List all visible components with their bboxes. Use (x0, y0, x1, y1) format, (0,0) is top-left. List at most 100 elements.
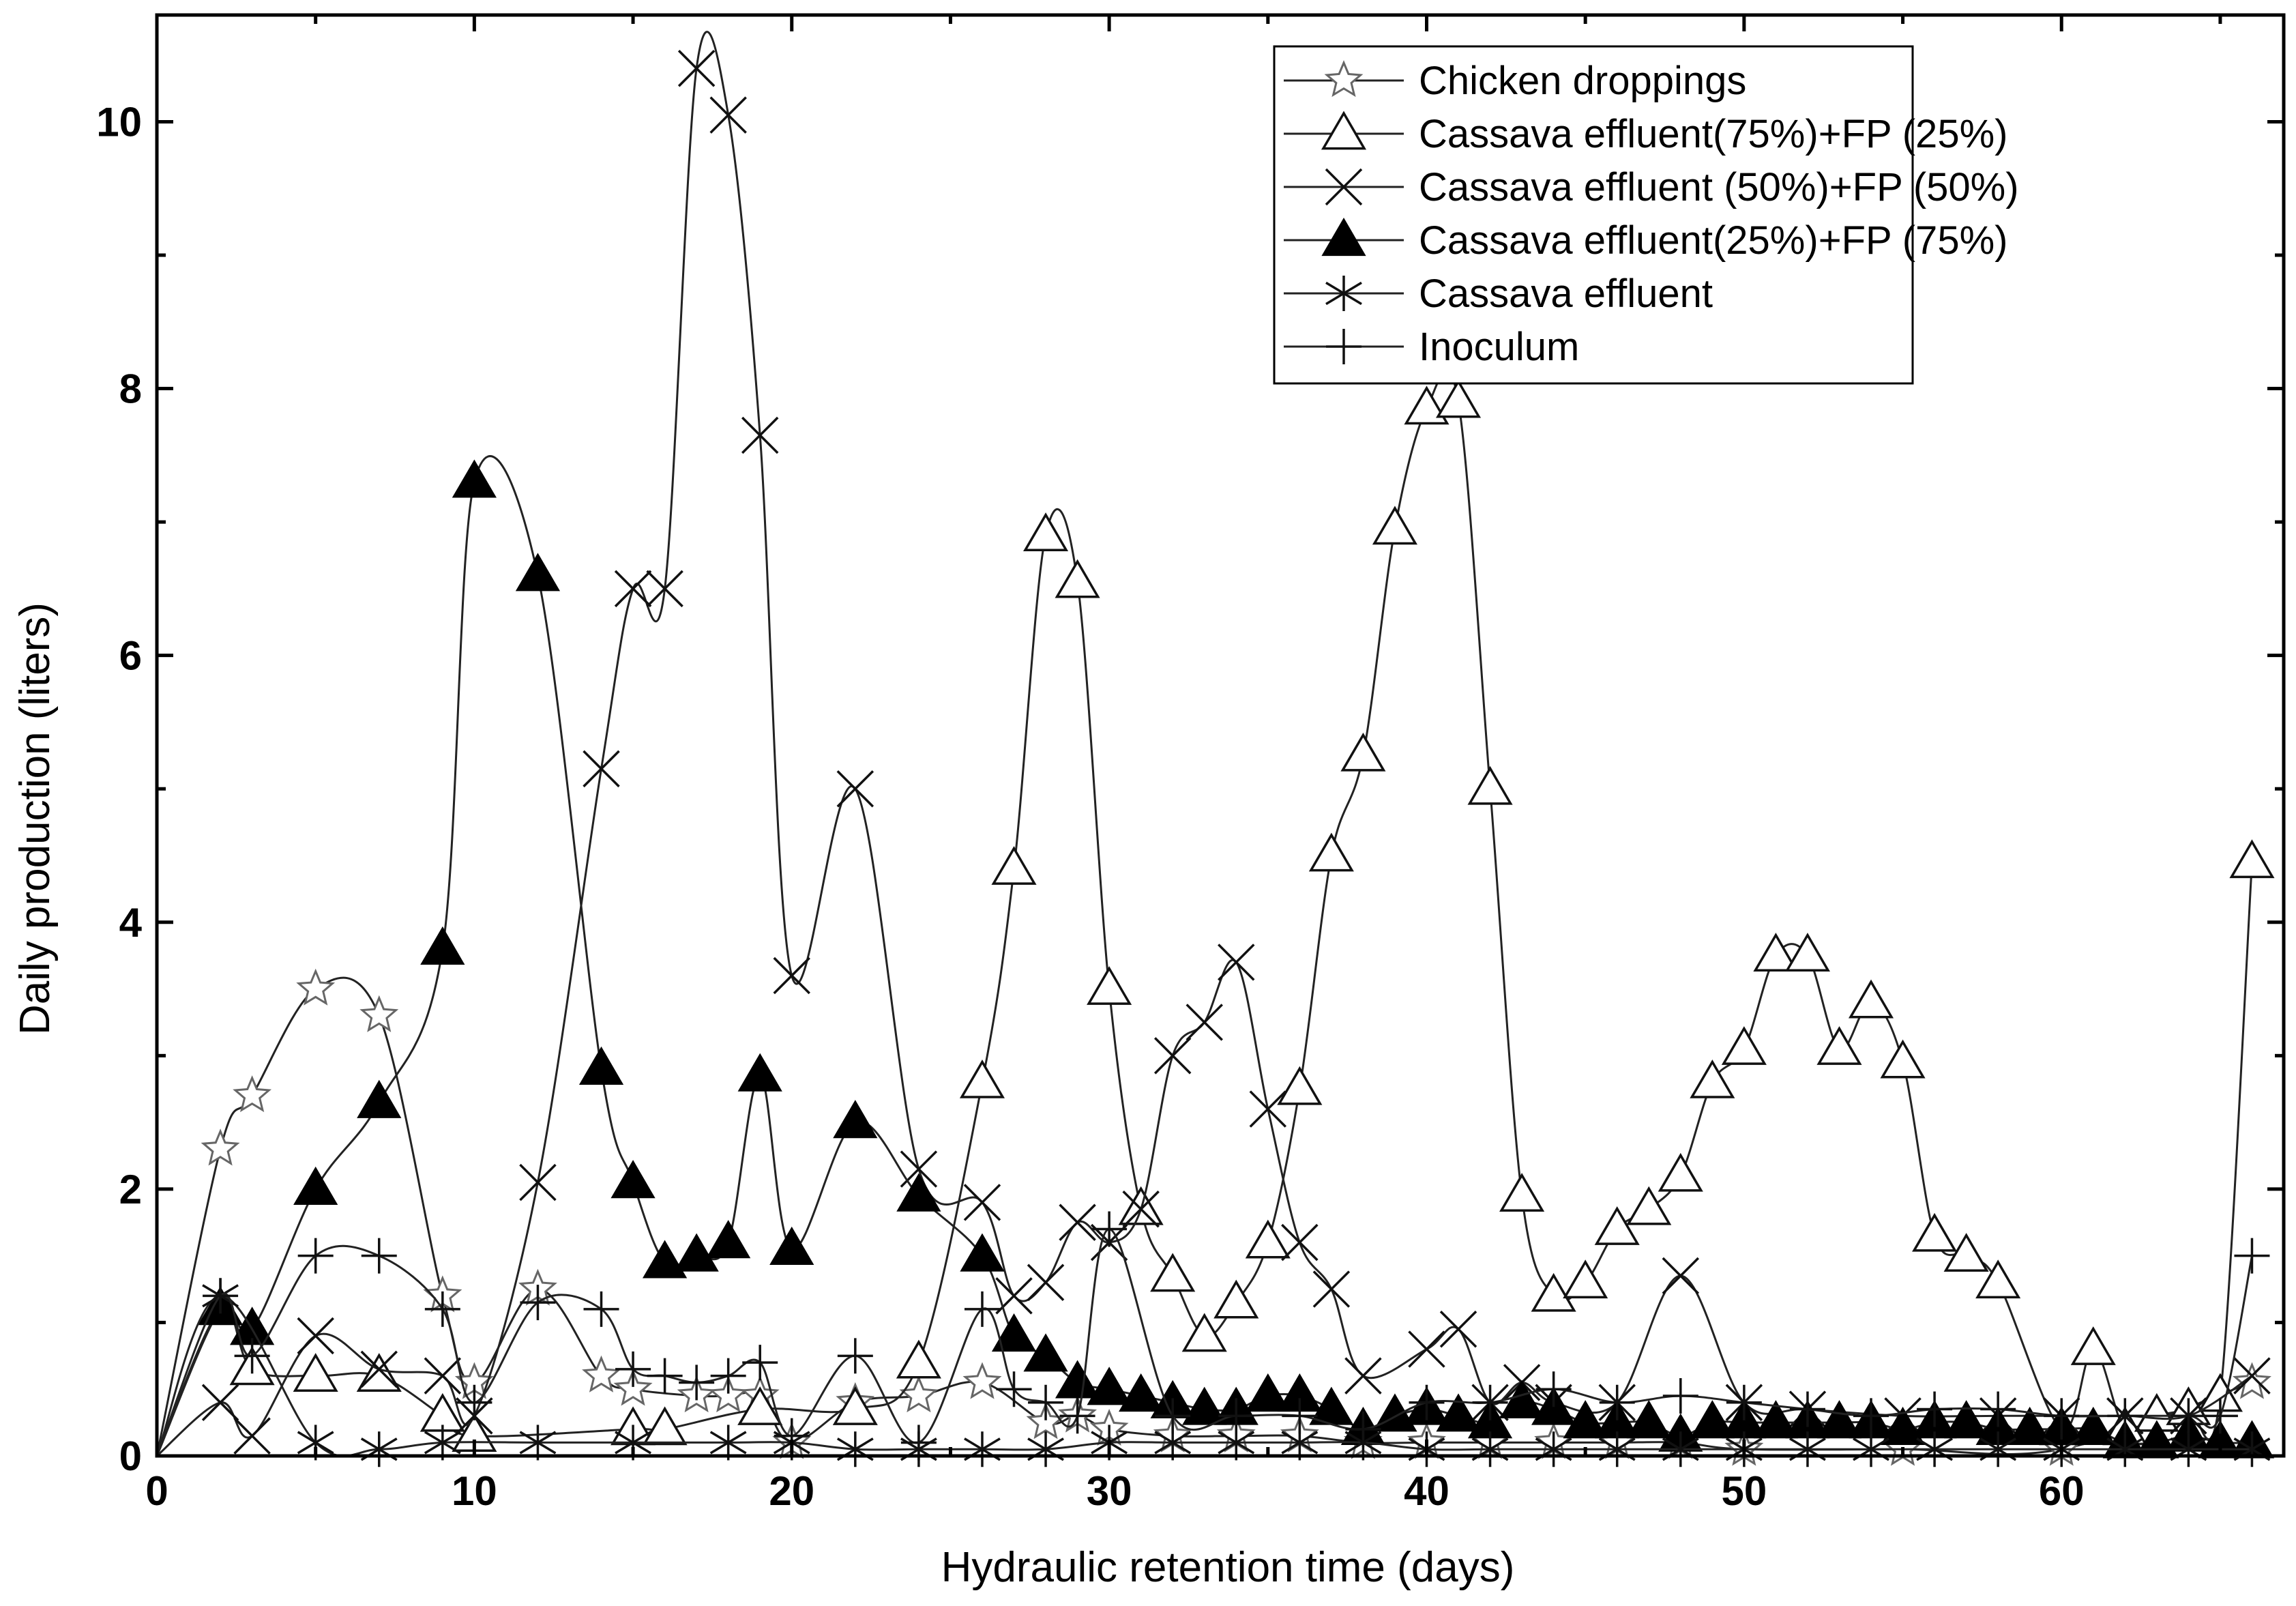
data-point (2007, 1406, 2052, 1445)
data-point (2232, 1362, 2271, 1399)
data-point (996, 1371, 1032, 1407)
data-point (1690, 1400, 1735, 1439)
data-point (1055, 1360, 1100, 1399)
series-line (156, 1294, 2252, 1457)
series-5 (156, 1278, 2271, 1468)
data-point (1308, 832, 1354, 872)
marker-stroke (1281, 1223, 1319, 1261)
x-tick-label: 10 (452, 1468, 497, 1514)
data-point (1943, 1233, 1989, 1272)
data-point (642, 1240, 688, 1279)
data-point (991, 846, 1037, 885)
marker-stroke (1662, 1257, 1700, 1295)
data-point (737, 1053, 782, 1092)
data-point (456, 1384, 492, 1420)
series-6 (156, 1211, 2270, 1461)
data-point (1186, 1004, 1223, 1041)
data-point (2170, 1398, 2207, 1434)
marker-stroke (741, 416, 779, 454)
data-point (995, 1277, 1033, 1315)
y-tick-label: 8 (119, 366, 142, 412)
data-point (583, 1291, 619, 1327)
data-point (1531, 1272, 1576, 1312)
series-line (156, 455, 2252, 1457)
legend-label: Inoculum (1419, 325, 1579, 369)
data-point (201, 1128, 240, 1166)
data-point (1435, 379, 1482, 418)
data-point (1028, 1384, 1064, 1420)
data-point (297, 1238, 334, 1274)
data-point (677, 49, 716, 87)
data-point (1182, 1386, 1227, 1425)
x-tick-label: 60 (2039, 1468, 2085, 1514)
x-tick-label: 30 (1087, 1468, 1132, 1514)
data-point (2070, 1326, 2116, 1365)
data-point (836, 770, 874, 808)
data-point (297, 1317, 334, 1355)
data-point (1087, 966, 1132, 1005)
data-point (833, 1100, 878, 1139)
plot-area (156, 31, 2275, 1468)
data-point (1472, 1384, 1508, 1420)
data-point (233, 1075, 272, 1113)
data-point (1563, 1400, 1608, 1439)
data-point (233, 1417, 271, 1455)
series-line (156, 31, 2253, 1457)
data-point (357, 1079, 402, 1118)
data-point (1880, 1406, 1926, 1445)
data-point (709, 1375, 748, 1413)
plot-frame (155, 13, 2286, 1458)
data-point (1213, 1279, 1259, 1319)
data-point (1789, 1391, 1825, 1427)
data-point (1218, 1398, 1254, 1434)
data-point (615, 1351, 651, 1387)
data-point (1535, 1371, 1572, 1407)
marker-stroke (519, 1163, 557, 1201)
data-point (1023, 512, 1069, 552)
data-point (1277, 1066, 1323, 1105)
x-tick-label: 20 (769, 1468, 814, 1514)
data-point (741, 416, 779, 454)
data-point (1245, 1219, 1291, 1259)
data-point (296, 968, 336, 1006)
marker-stroke (297, 1317, 334, 1355)
legend-label: Cassava effluent(75%)+FP (25%) (1419, 112, 2007, 156)
data-point (452, 459, 497, 498)
data-point (1626, 1400, 1671, 1439)
data-point (293, 1166, 338, 1205)
data-point (2071, 1406, 2116, 1445)
data-point (1027, 1264, 1065, 1302)
data-point (361, 1238, 397, 1274)
marker-stroke (963, 1184, 1001, 1221)
data-point (2229, 839, 2275, 879)
legend-marker (1324, 60, 1364, 98)
data-point (515, 553, 561, 592)
data-point (582, 1355, 621, 1392)
data-point (1880, 1039, 1926, 1079)
marker-stroke (646, 570, 683, 608)
marker-stroke (1186, 1004, 1223, 1041)
data-point (520, 1285, 556, 1321)
data-point (1721, 1026, 1767, 1065)
x-tick-label: 40 (1404, 1468, 1449, 1514)
data-point (359, 995, 399, 1032)
data-point (1690, 1059, 1735, 1098)
data-point (1980, 1391, 2016, 1427)
data-point (1912, 1212, 1958, 1252)
data-point (709, 96, 747, 134)
legend-entry: Cassava effluent (50%)+FP (50%) (1284, 165, 2019, 209)
data-point (519, 1163, 557, 1201)
data-point (2044, 1398, 2080, 1434)
data-point (896, 1339, 941, 1379)
data-point (1816, 1026, 1862, 1065)
marker-stroke (360, 1350, 398, 1388)
legend-entry: Cassava effluent(25%)+FP (75%) (1284, 218, 2007, 263)
legend-marker (1325, 168, 1363, 206)
marker-stroke (1312, 1270, 1351, 1308)
data-point (960, 1233, 1005, 1272)
y-tick-label: 10 (96, 99, 142, 145)
marker-stroke (1408, 1330, 1445, 1368)
data-point (1409, 1384, 1445, 1420)
data-point (1975, 1259, 2021, 1299)
